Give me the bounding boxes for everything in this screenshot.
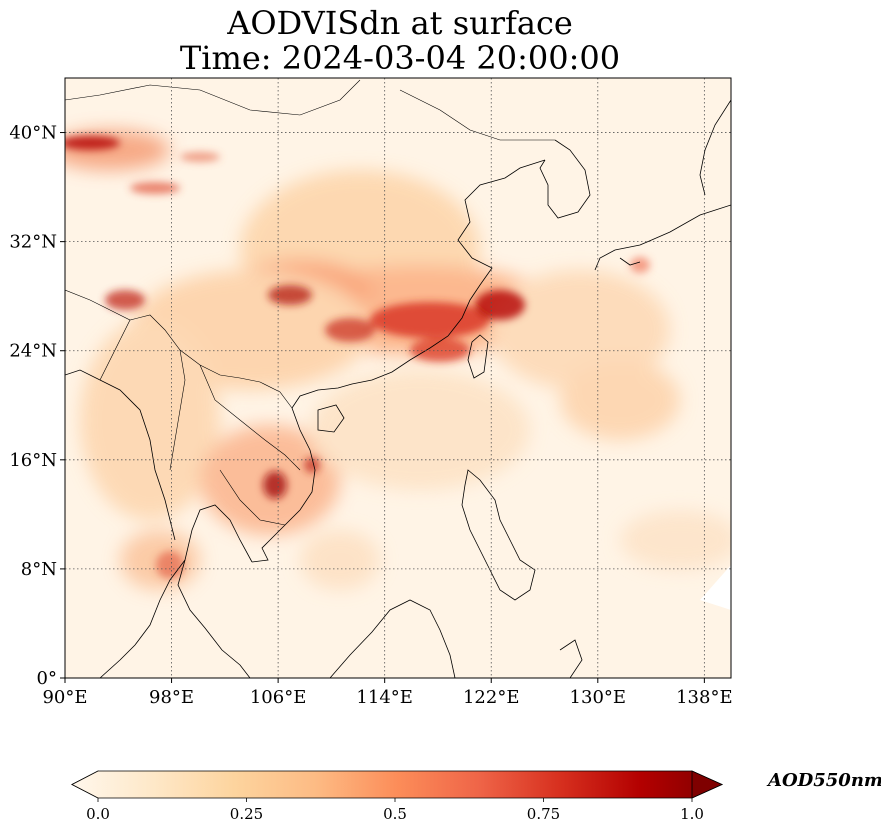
aod-field	[65, 130, 731, 610]
lon-tick-label: 130°E	[570, 687, 627, 708]
gridlines	[65, 78, 731, 678]
colorbar-tick-label: 0.25	[230, 805, 263, 823]
lat-tick-label: 8°N	[21, 559, 57, 580]
colorbar: 0.0 0.25 0.5 0.75 1.0 AOD550nm	[71, 770, 881, 823]
map-frame	[64, 77, 732, 679]
lon-tick-label: 90°E	[42, 687, 87, 708]
map-subtitle-time: Time: 2024-03-04 20:00:00	[179, 39, 621, 77]
colorbar-tick-label: 0.0	[86, 805, 110, 823]
lat-axis: 0° 8°N 16°N 24°N 32°N 40°N	[9, 123, 65, 689]
colorbar-tick-label: 1.0	[680, 805, 704, 823]
colorbar-tick-label: 0.75	[527, 805, 560, 823]
lat-tick-label: 24°N	[9, 341, 57, 362]
colorbar-max-extend	[691, 770, 723, 799]
lon-tick-label: 98°E	[149, 687, 194, 708]
lat-tick-label: 40°N	[9, 123, 57, 144]
colorbar-tick-label: 0.5	[383, 805, 407, 823]
lat-tick-label: 16°N	[9, 450, 57, 471]
lat-tick-label: 0°	[37, 668, 57, 689]
colorbar-body	[71, 770, 723, 799]
lon-tick-label: 106°E	[250, 687, 307, 708]
lon-tick-label: 114°E	[356, 687, 413, 708]
lon-tick-label: 122°E	[463, 687, 520, 708]
lon-tick-label: 138°E	[676, 687, 733, 708]
map-title: AODVISdn at surface	[227, 4, 573, 42]
lat-tick-label: 32°N	[9, 232, 57, 253]
colorbar-label: AOD550nm	[766, 770, 881, 791]
lon-axis: 90°E 98°E 106°E 114°E 122°E 130°E 138°E	[42, 678, 733, 708]
coastlines	[65, 79, 731, 678]
